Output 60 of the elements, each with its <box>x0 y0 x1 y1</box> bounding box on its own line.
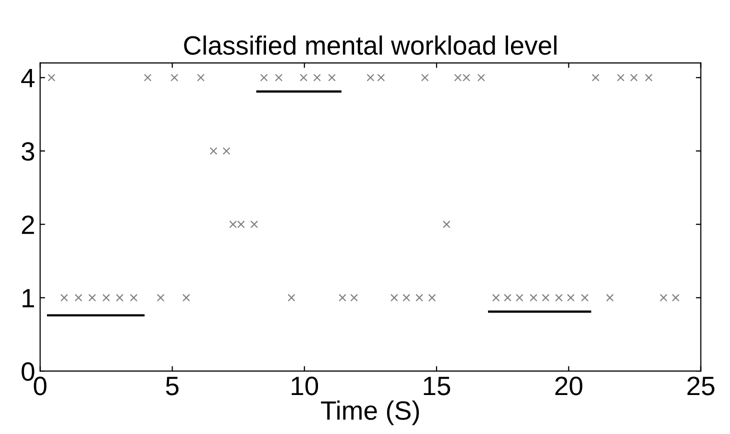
point <box>428 294 436 302</box>
point <box>416 294 424 302</box>
point <box>130 294 138 302</box>
point <box>366 74 374 82</box>
y-tick-label: 3 <box>22 142 34 161</box>
point <box>222 147 230 155</box>
point <box>477 74 486 82</box>
x-tick-label: 15 <box>424 376 450 396</box>
point <box>170 74 178 82</box>
point <box>530 294 538 302</box>
point <box>102 294 110 302</box>
point <box>210 147 218 155</box>
point <box>606 294 614 302</box>
point <box>288 294 296 302</box>
x-tick-label: 20 <box>555 376 582 396</box>
x-tick-label: 25 <box>687 376 714 396</box>
x-axis-title: Time (S) <box>320 400 419 426</box>
point <box>516 294 524 302</box>
point <box>492 294 500 302</box>
x-tick-label: 10 <box>292 376 318 396</box>
point <box>260 74 268 82</box>
point <box>300 74 308 82</box>
point <box>144 74 152 82</box>
point <box>402 294 410 302</box>
y-tick-label: 1 <box>22 289 34 308</box>
point <box>580 294 589 302</box>
point <box>313 74 321 82</box>
x-tick-label: 5 <box>166 376 179 396</box>
point <box>421 74 429 82</box>
point <box>660 294 668 302</box>
point <box>116 294 124 302</box>
point <box>182 294 190 302</box>
y-tick-label: 4 <box>21 69 35 88</box>
point <box>566 294 575 302</box>
point <box>390 294 398 302</box>
point <box>74 294 82 302</box>
point <box>644 74 653 82</box>
point <box>88 294 96 302</box>
point <box>616 74 625 82</box>
point <box>672 294 680 302</box>
point <box>542 294 550 302</box>
x-tick-label: 0 <box>34 376 46 396</box>
y-tick-label: 2 <box>22 215 34 234</box>
point <box>592 74 600 82</box>
y-tick-label: 0 <box>22 362 34 381</box>
point <box>156 294 164 302</box>
point <box>442 220 450 228</box>
point <box>630 74 638 82</box>
point <box>555 294 563 302</box>
point <box>350 294 358 302</box>
point <box>250 220 258 228</box>
point <box>48 74 56 82</box>
chart-title: Classified mental workload level <box>184 35 556 55</box>
point <box>377 74 385 82</box>
point <box>60 294 68 302</box>
point <box>504 294 512 302</box>
point <box>338 294 346 302</box>
point <box>197 74 205 82</box>
point <box>328 74 336 82</box>
point <box>274 74 283 82</box>
